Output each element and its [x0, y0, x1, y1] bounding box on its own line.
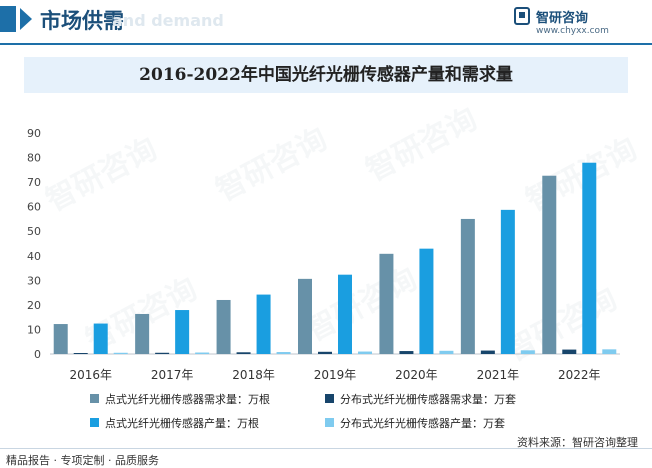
bar [399, 351, 414, 354]
bar [338, 274, 352, 354]
bar [195, 352, 210, 354]
y-tick-label: 20 [27, 299, 41, 312]
section-subtitle-ghost: and demand [112, 11, 224, 30]
legend-swatch [90, 394, 99, 403]
bar [318, 351, 332, 354]
bar [236, 352, 251, 354]
legend-label: 分布式光纤光栅传感器产量：万套 [340, 416, 505, 430]
bar [256, 294, 271, 354]
bar [93, 323, 108, 354]
header-arrow-icon [20, 8, 32, 30]
brand-logo-icon [514, 7, 530, 25]
bar [602, 349, 617, 354]
legend-label: 点式光纤光栅传感器产量：万根 [105, 416, 259, 430]
legend-swatch [325, 394, 334, 403]
y-tick-label: 80 [27, 152, 41, 165]
bar [276, 352, 291, 354]
bar [582, 162, 597, 354]
x-tick-label: 2018年 [232, 368, 275, 382]
source-note: 资料来源：智研咨询整理 [517, 436, 638, 449]
bar [175, 310, 190, 354]
bar [155, 352, 170, 354]
bar [135, 313, 150, 354]
chart-title-band: 2016-2022年中国光纤光栅传感器产量和需求量 [24, 57, 628, 93]
bar [562, 349, 577, 354]
y-tick-label: 30 [27, 274, 41, 287]
brand-logo: 智研咨询 www.chyxx.com [514, 5, 634, 39]
x-tick-label: 2022年 [558, 368, 601, 382]
bar [439, 350, 454, 354]
y-tick-label: 90 [27, 127, 41, 140]
bar [216, 299, 231, 354]
y-tick-label: 0 [34, 348, 41, 361]
brand-url: www.chyxx.com [536, 26, 609, 36]
bar [379, 253, 394, 354]
page-header: 市场供需 and demand 智研咨询 www.chyxx.com [0, 0, 652, 42]
x-tick-label: 2019年 [314, 368, 357, 382]
header-accent-bar [0, 6, 16, 32]
x-tick-label: 2020年 [395, 368, 438, 382]
footer-tagline: 精品报告 · 专项定制 · 品质服务 [6, 454, 159, 467]
bar [53, 324, 68, 354]
section-title: 市场供需 [40, 9, 124, 33]
bar [500, 209, 515, 354]
y-tick-label: 40 [27, 250, 41, 263]
legend-swatch [325, 418, 334, 427]
y-tick-label: 60 [27, 201, 41, 214]
y-tick-label: 10 [27, 323, 41, 336]
bar [542, 175, 557, 354]
legend-label: 分布式光纤光栅传感器需求量：万套 [340, 392, 516, 406]
bar [73, 353, 88, 354]
x-tick-label: 2016年 [69, 368, 112, 382]
y-tick-label: 50 [27, 225, 41, 238]
bar [520, 350, 535, 354]
bar [480, 350, 495, 354]
legend-label: 点式光纤光栅传感器需求量：万根 [105, 392, 270, 406]
bar [460, 218, 475, 354]
x-tick-label: 2021年 [477, 368, 520, 382]
footer-divider [0, 448, 652, 449]
header-divider [0, 43, 652, 45]
brand-name: 智研咨询 [536, 11, 589, 26]
legend-swatch [90, 418, 99, 427]
chart-title: 2016-2022年中国光纤光栅传感器产量和需求量 [139, 65, 513, 85]
y-tick-label: 70 [27, 176, 41, 189]
bar [298, 278, 312, 354]
bar [419, 248, 434, 354]
bar [113, 352, 128, 354]
bar [358, 351, 372, 354]
x-tick-label: 2017年 [151, 368, 194, 382]
